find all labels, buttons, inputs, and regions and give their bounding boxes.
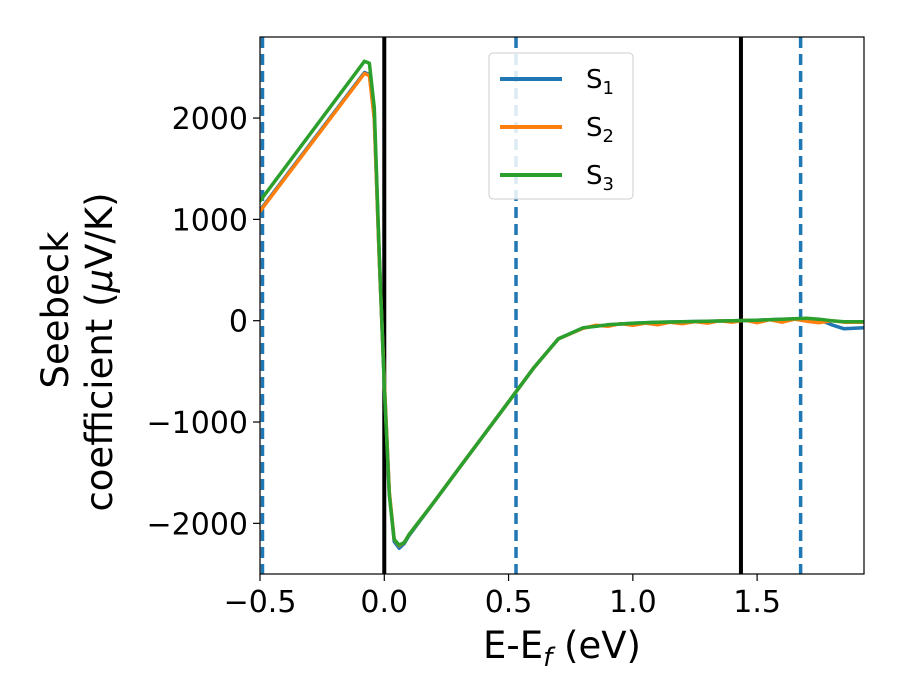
legend-label-2: S3: [586, 161, 614, 195]
y-axis-title-suffix: V/K): [78, 192, 121, 268]
y-axis-title-mu: μ: [78, 269, 121, 294]
series-lines: [260, 59, 864, 550]
y-axis-ticks: −2000 −1000 0 1000 2000: [147, 102, 260, 542]
legend-label-1: S2: [586, 113, 614, 147]
x-axis-ticks: −0.5 0.0 0.5 1.0 1.5: [224, 574, 781, 620]
x-axis-title-unit: (eV): [552, 624, 641, 667]
y-tick-label-3: 1000: [172, 203, 248, 238]
x-tick-label-1: 0.0: [360, 585, 408, 620]
plot-frame: [259, 36, 865, 575]
y-axis-title-line1: Seebeck: [34, 231, 77, 389]
series-line-s3: [260, 59, 864, 547]
y-tick-label-2: 0: [229, 305, 248, 340]
y-tick-label-0: −2000: [147, 507, 248, 542]
y-tick-label-1: −1000: [147, 406, 248, 441]
legend: S1 S2 S3: [488, 52, 634, 200]
x-tick-label-4: 1.5: [733, 585, 781, 620]
x-tick-label-3: 1.0: [609, 585, 657, 620]
x-axis-title: E-Ef (eV): [483, 624, 641, 673]
y-axis-title-line2: coefficient (μV/K): [78, 192, 121, 511]
x-axis-title-main: E-E: [483, 624, 543, 667]
x-tick-label-2: 0.5: [485, 585, 533, 620]
y-axis-title-prefix: coefficient (: [78, 292, 121, 511]
y-tick-label-4: 2000: [172, 102, 248, 137]
reference-lines: [260, 37, 803, 574]
x-tick-label-0: −0.5: [224, 585, 297, 620]
legend-label-0: S1: [586, 65, 614, 99]
